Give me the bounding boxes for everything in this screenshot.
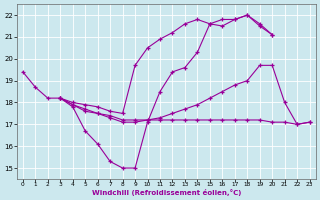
X-axis label: Windchill (Refroidissement éolien,°C): Windchill (Refroidissement éolien,°C): [92, 189, 241, 196]
